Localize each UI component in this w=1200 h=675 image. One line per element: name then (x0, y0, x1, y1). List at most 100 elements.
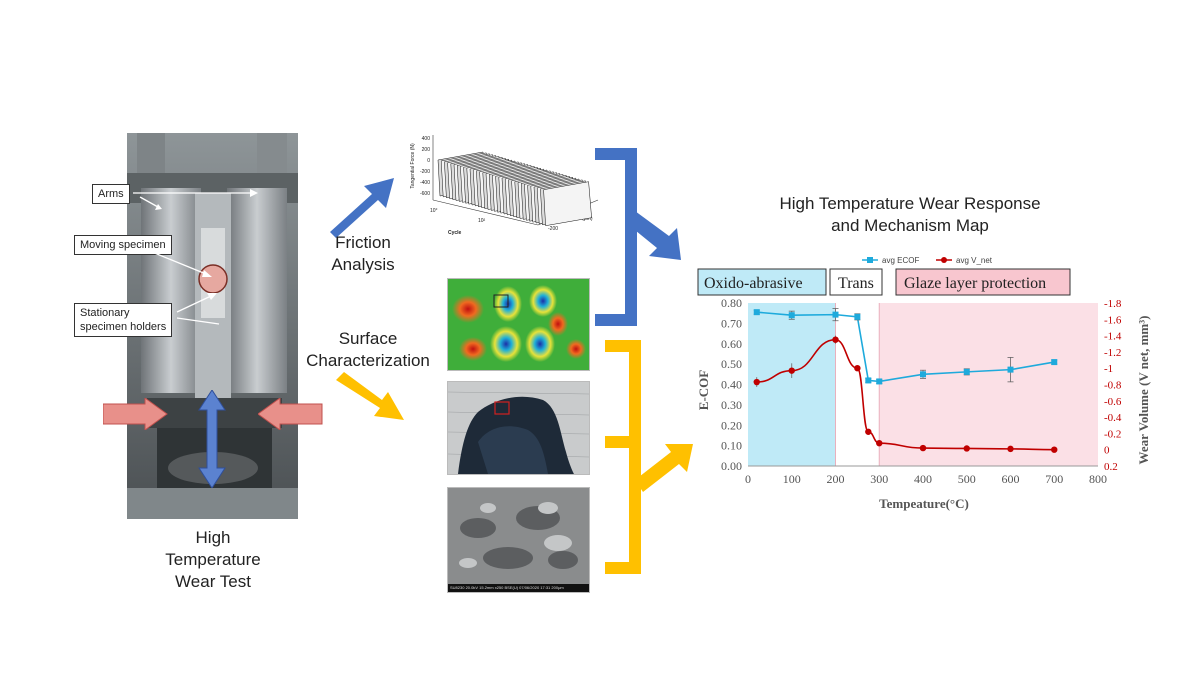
legend-ecof-text: avg ECOF (882, 256, 919, 265)
y-tick-label: 0.00 (721, 459, 742, 473)
sem-micrograph: SU8230 20.0kV 15.2mm x250 BSE(U) 07/06/2… (447, 487, 590, 593)
vnet-point (919, 444, 927, 452)
y-tick-label: 0.40 (721, 378, 742, 392)
ecof-point (753, 309, 760, 316)
z-tick-2: 0 (427, 158, 430, 164)
legend-vnet-marker (941, 257, 947, 263)
glaze-label: Glaze layer protection (904, 275, 1046, 292)
y-tick-label: 0.20 (721, 418, 742, 432)
vnet-series-line (756, 338, 1055, 451)
vertical-motion-arrow (198, 390, 226, 488)
delta-tick-2: -200 (548, 226, 558, 232)
callout-stationary-line1: Stationary (80, 307, 130, 319)
y-tick-label: 0.30 (721, 398, 742, 412)
y2-tick-label: -1.4 (1104, 331, 1122, 343)
y-tick-label: 0.60 (721, 337, 742, 351)
glaze-box (895, 268, 1071, 296)
x-tick-label: 100 (783, 472, 801, 486)
profilometry-heatmap (448, 279, 589, 370)
friction-3d-plot: Tangential Force (N) 400 200 0 -200 -400… (410, 135, 599, 236)
surface-label-line1: Surface (338, 329, 398, 348)
optical-micrograph-image (448, 382, 589, 474)
ecof-point (1007, 366, 1014, 373)
x-tick-label: 800 (1089, 472, 1107, 486)
sem-image (448, 488, 589, 584)
vnet-point (854, 365, 861, 372)
y2-axis-title: Wear Volume (V net, mm³) (1136, 316, 1151, 465)
z-tick-5: -600 (420, 191, 430, 197)
y2-tick-label: -1 (1104, 363, 1113, 375)
ecof-point (963, 368, 970, 375)
oxido-label: Oxido-abrasive (704, 275, 803, 292)
callout-stationary-holders: Stationary specimen holders (74, 303, 173, 337)
x-tick-label: 200 (827, 472, 845, 486)
x-tick-label: 0 (745, 472, 751, 486)
profilometry-map (447, 278, 590, 371)
y2-tick-label: -0.8 (1104, 380, 1122, 392)
callout-moving-specimen: Moving specimen (74, 235, 172, 255)
cycle-label: Cycle (448, 230, 462, 236)
sem-info-bar: SU8230 20.0kV 15.2mm x250 BSE(U) 07/06/2… (448, 584, 589, 592)
vnet-point (832, 336, 839, 343)
test-caption-line1: High (195, 528, 231, 547)
vnet-point (1007, 445, 1014, 453)
vnet-point (876, 439, 883, 447)
oxido-box (697, 268, 827, 296)
y2-tick-label: 0.2 (1104, 461, 1118, 473)
friction-branch-arrow (330, 178, 394, 238)
z-tick-1: 200 (422, 147, 431, 153)
y2-tick-label: -1.2 (1104, 347, 1121, 359)
ecof-point (865, 377, 872, 384)
map-title-line1: High Temperature Wear Response (779, 194, 1041, 213)
y2-tick-label: -0.4 (1104, 412, 1122, 424)
ecof-point (788, 312, 795, 319)
y-tick-label: 0.70 (721, 316, 742, 330)
x-tick-label: 500 (958, 472, 976, 486)
y-tick-label: 0.10 (721, 439, 742, 453)
x-tick-label: 600 (1002, 472, 1020, 486)
test-rig-photo (127, 133, 298, 519)
vnet-point (1051, 446, 1058, 453)
blue-bracket (595, 148, 681, 326)
test-rig-illustration (127, 133, 298, 519)
oxido-region (748, 303, 836, 466)
x-tick-label: 700 (1045, 472, 1063, 486)
callout-arms-pointers (133, 189, 258, 210)
y-tick-label: 0.80 (721, 296, 742, 310)
chart-series-layer (753, 308, 1058, 453)
map-title: High Temperature Wear Response and Mecha… (755, 193, 1065, 237)
x-tick-label: 300 (870, 472, 888, 486)
callout-stationary-line2: specimen holders (80, 321, 167, 333)
chart-regions (748, 303, 1098, 466)
y2-tick-label: -1.8 (1104, 298, 1122, 310)
z-tick-0: 400 (422, 136, 431, 142)
legend-vnet-text: avg V_net (956, 256, 993, 265)
friction-label: Friction Analysis (318, 232, 408, 276)
surface-label-line2: Characterization (306, 351, 430, 370)
chart-axes: 0 100 200 300 400 500 600 700 8000.000.100.200.3… (721, 296, 1122, 486)
ecof-point (920, 371, 926, 378)
ecof-point (1051, 359, 1058, 366)
legend-ecof-marker (867, 257, 873, 263)
y2-tick-label: 0 (1104, 445, 1110, 457)
z-tick-3: -200 (420, 169, 430, 175)
x-axis-title: Tempeature(°C) (879, 496, 969, 511)
y-tick-label: 0.50 (721, 357, 742, 371)
test-caption-line2: Temperature (165, 550, 261, 569)
left-force-arrow (103, 398, 168, 430)
y2-tick-label: -0.6 (1104, 396, 1122, 408)
trans-box (829, 268, 883, 296)
test-caption-line3: Wear Test (175, 572, 251, 591)
friction-hysteresis-loops (437, 151, 592, 226)
surface-branch-arrow (336, 372, 404, 420)
vnet-point (753, 378, 760, 386)
wear-mechanism-chart: 0 100 200 300 400 500 600 700 8000.000.100.200.3… (696, 256, 1151, 511)
surface-label: Surface Characterization (296, 328, 440, 372)
vnet-point (788, 367, 795, 374)
x-tick-label: 400 (914, 472, 932, 486)
callout-moving-pointer (151, 251, 212, 277)
ecof-point (854, 313, 861, 320)
y2-tick-label: -1.6 (1104, 314, 1122, 326)
friction-label-line1: Friction (335, 233, 391, 252)
friction-label-line2: Analysis (331, 255, 395, 274)
